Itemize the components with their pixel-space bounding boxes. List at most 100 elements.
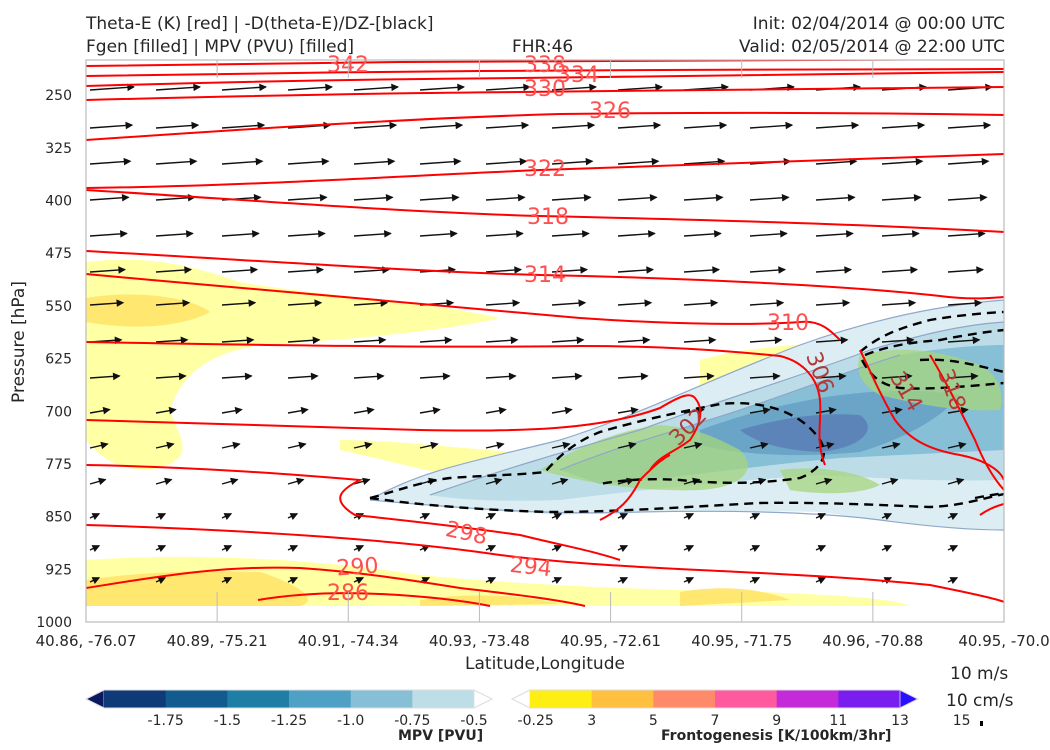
wind-arrow-head (355, 545, 365, 552)
wind-arrow (485, 160, 527, 165)
fgen-colorbar-tick-label: 13 (891, 713, 909, 729)
wind-arrow-head (378, 336, 387, 345)
fgen-colorbar-tick-label: 9 (772, 713, 781, 729)
wind-arrow (617, 124, 661, 129)
wind-arrow-head (842, 299, 851, 307)
wind-arrow-head (246, 336, 255, 345)
wind-arrow-head (883, 545, 893, 552)
wind-arrow-head (956, 477, 965, 486)
theta-e-label: 318 (527, 205, 569, 230)
wind-arrow-head (587, 121, 596, 130)
wind-arrow-head (977, 230, 986, 238)
plot-area (86, 60, 1004, 622)
x-tick-label: 40.95, -71.75 (691, 632, 792, 650)
theta-e-line-302 (86, 394, 702, 471)
wind-arrow-head (851, 121, 860, 130)
wind-arrow-head (259, 83, 268, 92)
wind-arrow-head (519, 157, 528, 166)
wind-arrow-head (455, 121, 464, 130)
wind-arrow-head (112, 372, 121, 381)
wind-arrow-head (453, 157, 462, 166)
wind-arrow-head (583, 193, 592, 202)
wind-arrow-head (642, 336, 651, 345)
wind-arrow-head (182, 299, 191, 307)
wind-arrow-head (772, 372, 781, 381)
wind-arrow-head (560, 477, 569, 486)
fgen-colorbar-tick-label: 5 (649, 713, 658, 729)
theta-e-line-310 (86, 273, 841, 341)
mpv-colorbar-segment (227, 690, 290, 708)
x-tick-label: 40.95, -70.0 (958, 632, 1049, 650)
chart-title-line2: Fgen [filled] | MPV (PVU) [filled] (86, 37, 355, 57)
wind-arrow (485, 86, 530, 91)
wind-arrow-head (646, 266, 655, 274)
wind-arrow-head (694, 441, 703, 450)
wind-arrow-head (355, 577, 365, 584)
fgen-colorbar-label: Frontogenesis [K/100km/3hr] (661, 728, 892, 744)
wind-arrow-head (949, 577, 959, 584)
wind-arrow-head (619, 513, 629, 520)
fgen-colorbar-tick-label: 3 (587, 713, 596, 729)
wind-arrow-head (383, 230, 392, 238)
wind-arrow (485, 124, 529, 129)
fgen-colorbar-tick-label: 15 (953, 713, 971, 729)
mpv-colorbar-tick-label: -1.5 (214, 713, 241, 729)
wind-arrow (419, 86, 464, 91)
mpv-colorbar-segment (165, 690, 228, 708)
wind-arrow (155, 160, 197, 165)
wind-arrow (815, 124, 859, 129)
wind-arrow-head (442, 372, 451, 381)
y-axis: 250 325 400 475 550 625 700 775 850 925 1000 (36, 88, 72, 631)
wind-arrow-head (255, 157, 264, 166)
wind-arrow (881, 124, 925, 129)
wind-arrow-head (751, 545, 761, 552)
wind-arrow-head (781, 193, 790, 202)
wind-arrow-head (580, 266, 589, 274)
wind-arrow-head (521, 121, 530, 130)
wind-arrow-head (553, 545, 563, 552)
fgen-colorbar-segment (838, 690, 901, 708)
x-tick-label: 40.95, -72.61 (560, 632, 661, 650)
wind-arrow (89, 124, 133, 129)
wind-arrow-head (958, 441, 967, 450)
wind-arrow-head (250, 266, 259, 274)
wind-arrow-head (949, 513, 959, 520)
wind-arrow-head (960, 406, 969, 415)
wind-arrow-head (487, 545, 497, 552)
wind-arrow-head (983, 121, 992, 130)
wind-arrow-head (91, 513, 101, 520)
theta-e-label: 294 (508, 553, 552, 582)
wind-arrow-head (232, 441, 241, 450)
wind-arrow-head (840, 336, 849, 345)
mpv-colorbar-tick-label: -0.25 (518, 713, 554, 729)
wind-arrow-head (421, 513, 431, 520)
wind-arrow (353, 160, 395, 165)
wind-arrow-head (644, 299, 653, 307)
wind-arrow (551, 86, 596, 91)
chart-title-line1: Theta-E (K) [red] | -D(theta-E)/DZ-[blac… (86, 14, 434, 34)
wind-arrow-head (223, 513, 233, 520)
theta-e-contours (86, 60, 1004, 607)
wind-arrow-head (223, 545, 233, 552)
wind-arrow-head (553, 513, 563, 520)
x-axis: 40.86, -76.07 40.89, -75.21 40.91, -74.34 4… (36, 60, 1050, 650)
theta-e-line-318b (929, 354, 1004, 491)
mpv-colorbar-extend-high (473, 689, 493, 709)
wind-arrow-head (310, 372, 319, 381)
mpv-colorbar-tick-label: -0.5 (460, 713, 487, 729)
fgen-colorbar-tick-label: 11 (829, 713, 847, 729)
y-axis-label: Pressure [hPa] (9, 281, 29, 403)
wind-arrow-head (451, 193, 460, 202)
mpv-colorbar-segment (350, 690, 413, 708)
wind-arrow-head (762, 406, 771, 415)
wind-arrow-head (838, 372, 847, 381)
wind-arrow-head (981, 157, 990, 166)
wind-arrow-head (562, 441, 571, 450)
theta-e-line-306 (86, 341, 826, 466)
wind-arrow-head (253, 193, 262, 202)
wind-arrow-head (647, 230, 656, 238)
wind-arrow-head (510, 336, 519, 345)
wind-arrow-head (706, 372, 715, 381)
wind-arrow-head (296, 477, 305, 486)
theta-e-line-286 (257, 592, 491, 607)
